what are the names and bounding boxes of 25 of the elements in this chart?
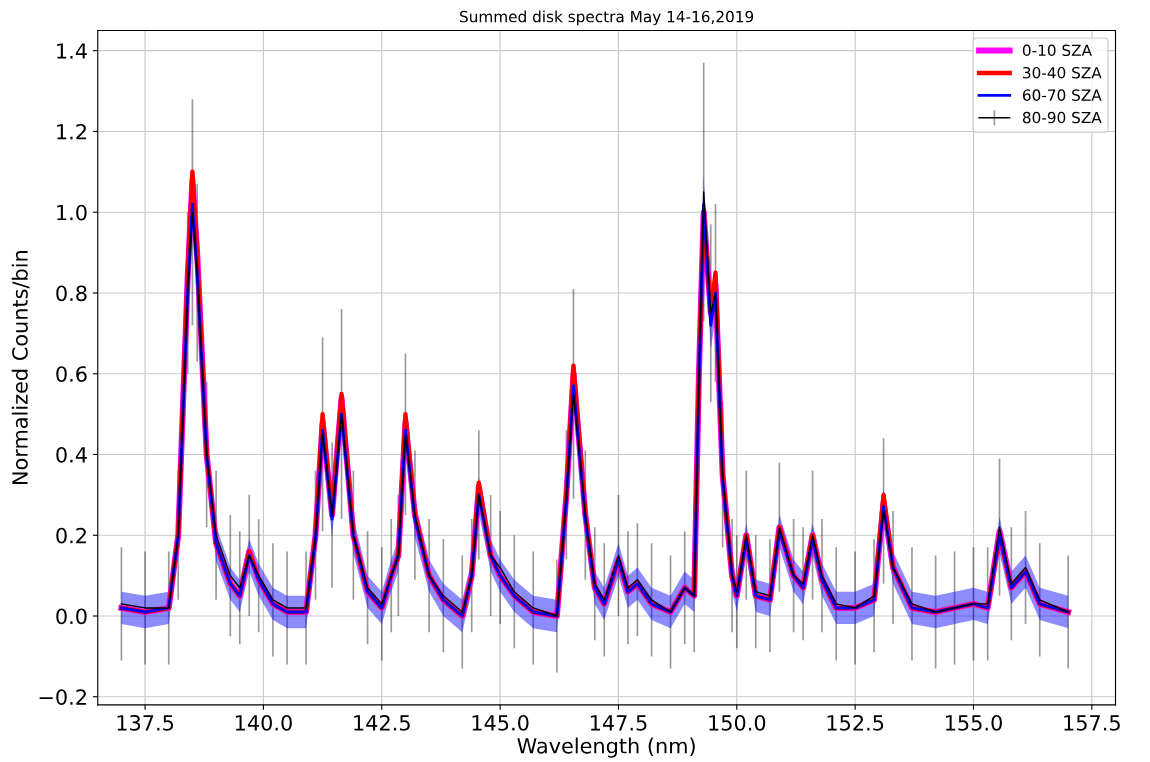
y-tick-label: 0.8 xyxy=(56,285,87,302)
x-tick-label: 155.0 xyxy=(945,714,1002,731)
y-tick-label: 0.2 xyxy=(56,527,86,544)
legend-label: 30-40 SZA xyxy=(1023,66,1102,79)
chart-title: Summed disk spectra May 14-16,2019 xyxy=(460,10,754,26)
x-tick-label: 157.5 xyxy=(1064,715,1120,731)
y-tick-label: 1.2 xyxy=(57,123,86,140)
x-tick-label: 145.0 xyxy=(472,714,529,731)
y-tick-label: 1.4 xyxy=(57,43,87,59)
y-tick-label: 0.0 xyxy=(56,608,87,625)
x-tick-label: 142.5 xyxy=(354,714,410,731)
x-tick-label: 152.5 xyxy=(827,714,884,731)
legend-label: 60-70 SZA xyxy=(1022,89,1102,101)
y-tick-label: 0.4 xyxy=(56,446,87,463)
x-tick-label: 137.5 xyxy=(117,714,174,731)
y-tick-label: −0.2 xyxy=(39,689,86,705)
x-tick-label: 140.0 xyxy=(235,714,292,731)
y-tick-label: 1.0 xyxy=(57,204,87,221)
legend-label: 80-90 SZA xyxy=(1022,111,1102,124)
y-tick-label: 0.6 xyxy=(56,366,87,382)
legend-label: 0-10 SZA xyxy=(1022,44,1092,57)
x-tick-label: 147.5 xyxy=(590,715,647,731)
x-tick-label: 150.0 xyxy=(709,714,766,731)
x-axis-title: Wavelength (nm) xyxy=(517,737,695,758)
y-axis-title: Normalized Counts/bin xyxy=(11,251,30,484)
